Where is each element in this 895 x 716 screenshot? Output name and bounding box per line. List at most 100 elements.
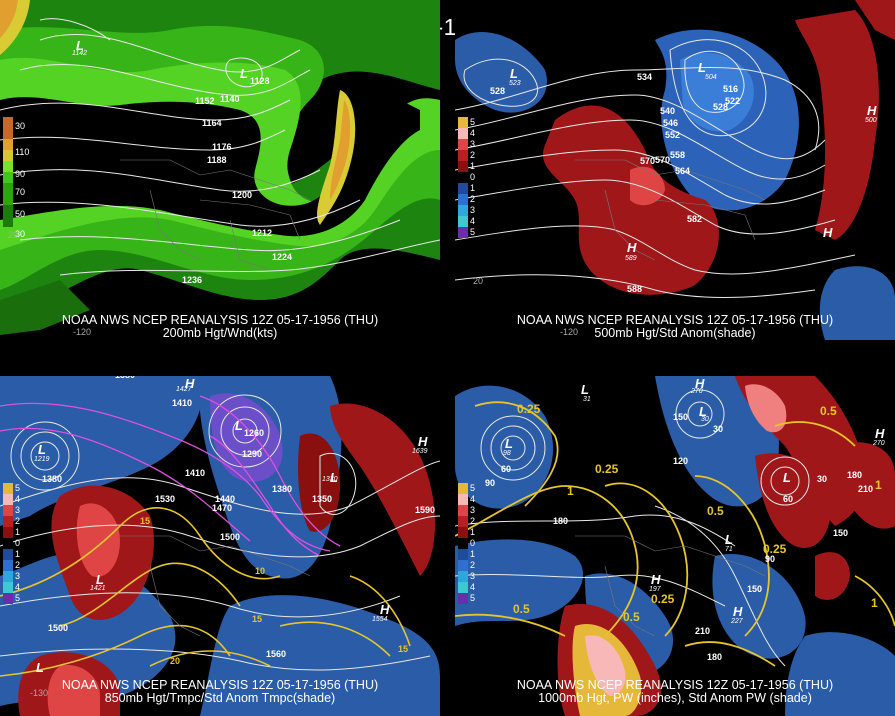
legend-label: 50 — [15, 209, 26, 219]
contour-label: 1530 — [155, 494, 176, 504]
legend-swatch — [458, 205, 468, 216]
legend-label: 5 — [470, 117, 476, 127]
legend-swatch — [3, 494, 13, 505]
legend-swatch — [458, 128, 468, 139]
low-center: L — [505, 436, 513, 451]
legend-swatch — [3, 505, 13, 516]
contour-label: 582 — [687, 214, 703, 224]
pw-label: 0.5 — [820, 404, 837, 418]
legend-label: 30 — [15, 229, 26, 239]
legend-swatch — [3, 139, 13, 150]
axis-label: -130 — [30, 688, 49, 698]
high-center-value: 197 — [649, 586, 661, 593]
legend-swatch — [3, 516, 13, 527]
contour-label: 120 — [673, 456, 689, 466]
contour-label: 1212 — [252, 228, 273, 238]
legend-swatch — [3, 128, 13, 139]
contour-label: 516 — [723, 84, 739, 94]
legend-swatch — [458, 516, 468, 527]
panel-500mb-anomaly: 5 4 3 2 1 0 1 2 3 4 5 L 523 L 504 H 589 … — [455, 0, 895, 340]
legend-swatch — [458, 538, 468, 549]
high-center: H — [418, 434, 428, 449]
legend-label: 110 — [15, 147, 30, 157]
legend-swatch — [3, 172, 13, 183]
legend-swatch — [3, 194, 13, 205]
high-center: H — [875, 426, 885, 441]
isotherm-label: 15 — [398, 644, 409, 654]
legend-label: 1 — [15, 527, 21, 537]
contour-label: 180 — [553, 516, 569, 526]
legend-swatch — [3, 117, 13, 128]
low-center-value: 30 — [701, 416, 709, 423]
contour-label: 1380 — [115, 376, 135, 380]
legend-swatch — [458, 483, 468, 494]
contour-label: 540 — [660, 106, 676, 116]
legend-swatch — [458, 139, 468, 150]
contour-label: 90 — [765, 554, 776, 564]
panel-caption-source: NOAA NWS NCEP REANALYSIS 12Z 05-17-1956 … — [61, 313, 379, 327]
panel-caption-field: 850mb Hgt/Tmpc/Std Anom Tmpc(shade) — [104, 691, 336, 705]
legend-swatch — [3, 593, 13, 604]
high-center: H — [867, 103, 877, 118]
panel-caption-source: NOAA NWS NCEP REANALYSIS 12Z 05-17-1956 … — [61, 678, 379, 692]
contour-label: 150 — [747, 584, 763, 594]
contour-label: 570 — [655, 155, 671, 165]
low-center: L — [240, 66, 248, 81]
low-center-value: 1330 — [322, 476, 338, 483]
panel-caption-field: 500mb Hgt/Std Anom(shade) — [594, 326, 756, 340]
low-center-value: 504 — [705, 74, 717, 81]
contour-label: 1440 — [215, 494, 236, 504]
contour-label: 528 — [713, 102, 729, 112]
high-center: H — [823, 225, 833, 240]
high-center-value: 1639 — [412, 448, 428, 455]
contour-label: 90 — [485, 478, 496, 488]
contour-label: 552 — [665, 130, 681, 140]
legend-label: 1 — [470, 549, 476, 559]
contour-label: 30 — [817, 474, 828, 484]
low-center: L — [38, 442, 46, 457]
legend-swatch — [458, 227, 468, 238]
legend-label: 2 — [470, 150, 476, 160]
contour-label: 570 — [640, 156, 656, 166]
legend-label: 0 — [470, 538, 476, 548]
legend-label: 1 — [470, 183, 476, 193]
contour-label: 1350 — [312, 494, 333, 504]
axis-label: -120 — [73, 327, 92, 337]
legend-label: 4 — [470, 128, 476, 138]
legend-swatch — [458, 571, 468, 582]
high-center-value: 1554 — [372, 616, 388, 623]
low-center-value: 71 — [725, 546, 733, 553]
contour-label: 150 — [833, 528, 849, 538]
legend-swatch — [458, 161, 468, 172]
legend-label: 2 — [470, 560, 476, 570]
legend-label: 5 — [470, 483, 476, 493]
contour-label: 1164 — [202, 118, 222, 128]
low-center: L — [96, 572, 104, 587]
contour-label: 210 — [695, 626, 711, 636]
legend-swatch — [458, 582, 468, 593]
high-center-value: 1427 — [176, 386, 192, 393]
legend-swatch — [458, 183, 468, 194]
contour-label: 534 — [637, 72, 653, 82]
contour-label: 1224 — [272, 252, 293, 262]
axis-label: 20 — [8, 230, 19, 240]
pw-label: 0.25 — [517, 402, 541, 416]
contour-label: 1290 — [242, 449, 263, 459]
legend-label: 1 — [470, 161, 476, 171]
legend-swatch — [3, 571, 13, 582]
panel-caption-field: 1000mb Hgt, PW (inches), Std Anom PW (sh… — [538, 691, 812, 705]
contour-label: 1590 — [415, 505, 436, 515]
high-center-value: 270 — [873, 440, 885, 447]
legend-label: 4 — [470, 582, 476, 592]
low-center: L — [783, 470, 791, 485]
legend-swatch — [458, 172, 468, 183]
pw-label: 1 — [567, 484, 574, 498]
contour-label: 1128 — [250, 76, 270, 86]
pw-label: 0.25 — [595, 462, 619, 476]
contour-label: 546 — [663, 118, 679, 128]
legend-swatch — [3, 150, 13, 161]
legend-label: 3 — [470, 139, 476, 149]
isotherm-label: 20 — [170, 656, 181, 666]
contour-label: 150 — [673, 412, 689, 422]
legend-label: 5 — [470, 593, 476, 603]
